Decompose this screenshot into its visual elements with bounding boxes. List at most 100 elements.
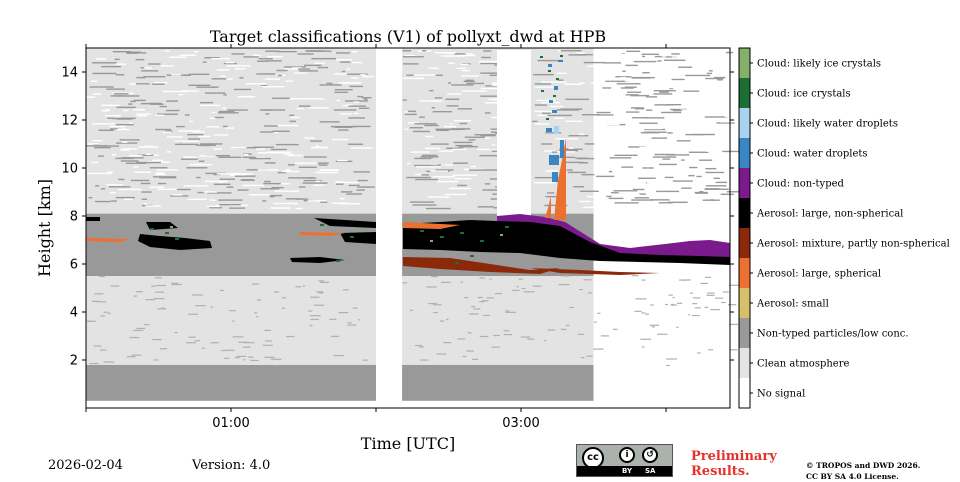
texture-streak xyxy=(634,108,645,110)
texture-streak xyxy=(287,154,303,157)
texture-streak xyxy=(242,184,264,187)
colorbar-swatch-5 xyxy=(739,228,750,258)
texture-speck xyxy=(587,292,593,294)
cc-by-label: BY xyxy=(622,467,633,475)
y-tick-label-2: 2 xyxy=(70,354,78,369)
cc-sa-label: SA xyxy=(645,467,656,475)
texture-streak xyxy=(469,169,492,171)
texture-streak xyxy=(156,113,179,115)
texture-streak xyxy=(296,107,304,110)
texture-speck xyxy=(286,335,295,338)
aerosol-mixture-streak xyxy=(530,268,660,275)
texture-speck xyxy=(210,306,213,308)
texture-streak xyxy=(134,171,151,173)
texture-streak xyxy=(166,100,178,102)
texture-speck xyxy=(145,299,155,301)
texture-streak xyxy=(122,148,138,150)
texture-streak xyxy=(299,70,319,72)
texture-speck xyxy=(103,361,115,363)
texture-speck xyxy=(594,321,597,323)
texture-streak xyxy=(295,207,303,210)
texture-streak xyxy=(94,200,111,203)
texture-streak xyxy=(92,72,117,75)
texture-streak xyxy=(653,93,673,95)
texture-streak xyxy=(668,86,689,89)
colorbar-label-11: Cloud: likely ice crystals xyxy=(757,59,881,70)
texture-streak xyxy=(430,143,449,145)
texture-streak xyxy=(725,51,734,54)
texture-speck xyxy=(352,307,358,309)
texture-streak xyxy=(532,120,538,123)
texture-streak xyxy=(695,192,708,194)
texture-streak xyxy=(689,166,698,169)
texture-speck xyxy=(676,326,679,328)
texture-streak xyxy=(298,68,311,70)
texture-streak xyxy=(136,76,146,79)
texture-streak xyxy=(243,56,259,58)
texture-streak xyxy=(403,63,419,65)
texture-streak xyxy=(578,200,591,203)
texture-streak xyxy=(638,193,646,195)
texture-streak xyxy=(211,57,230,60)
cloud-likely-water xyxy=(554,126,559,134)
texture-streak xyxy=(226,78,233,80)
texture-streak xyxy=(580,190,599,192)
texture-streak xyxy=(564,83,582,85)
texture-streak xyxy=(557,79,564,81)
texture-streak xyxy=(239,77,244,79)
texture-streak xyxy=(664,176,674,179)
texture-speck xyxy=(188,336,196,338)
texture-streak xyxy=(656,190,680,193)
preliminary-line-2: Results. xyxy=(691,464,750,479)
texture-streak xyxy=(642,72,650,74)
cloud-likely-ice-4 xyxy=(360,230,363,232)
cloud-ice-5 xyxy=(546,118,549,120)
cloud-water-3 xyxy=(549,100,553,103)
texture-streak xyxy=(111,154,117,156)
texture-streak xyxy=(596,175,615,178)
texture-speck xyxy=(262,344,273,346)
texture-streak xyxy=(415,166,441,168)
texture-streak xyxy=(199,104,221,107)
texture-speck xyxy=(252,283,260,285)
texture-speck xyxy=(431,276,438,278)
aerosol-spherical-streak-3 xyxy=(403,222,460,229)
texture-streak xyxy=(708,70,713,72)
texture-streak xyxy=(218,199,243,201)
texture-streak xyxy=(302,182,328,184)
texture-streak xyxy=(273,131,279,134)
texture-streak xyxy=(228,207,245,209)
texture-speck xyxy=(479,277,485,279)
texture-speck xyxy=(136,291,143,293)
texture-streak xyxy=(718,191,729,194)
texture-streak xyxy=(226,186,234,188)
colorbar-label-8: Cloud: water droplets xyxy=(757,149,868,160)
texture-speck xyxy=(99,275,105,278)
attribution-icon: i xyxy=(619,447,635,463)
texture-speck xyxy=(491,346,500,348)
texture-streak xyxy=(289,114,295,116)
texture-streak xyxy=(339,197,345,200)
copyright-notice: © TROPOS and DWD 2026. CC BY SA 4.0 Lice… xyxy=(806,460,920,482)
texture-streak xyxy=(555,138,578,140)
texture-streak xyxy=(257,60,268,62)
texture-streak xyxy=(409,201,435,203)
texture-streak xyxy=(298,105,311,107)
texture-streak xyxy=(106,184,124,186)
texture-streak xyxy=(551,151,558,153)
texture-streak xyxy=(441,55,465,57)
texture-streak xyxy=(272,130,290,132)
texture-streak xyxy=(720,102,732,105)
texture-speck xyxy=(302,285,306,287)
cloud-water-4 xyxy=(552,110,557,113)
texture-speck xyxy=(586,355,593,357)
texture-streak xyxy=(595,161,599,164)
texture-streak xyxy=(152,159,164,162)
texture-streak xyxy=(435,128,455,130)
texture-streak xyxy=(119,139,140,141)
texture-streak xyxy=(285,80,294,82)
texture-speck xyxy=(565,324,570,327)
texture-speck xyxy=(402,282,408,284)
texture-streak xyxy=(213,173,221,176)
texture-speck xyxy=(651,326,655,328)
